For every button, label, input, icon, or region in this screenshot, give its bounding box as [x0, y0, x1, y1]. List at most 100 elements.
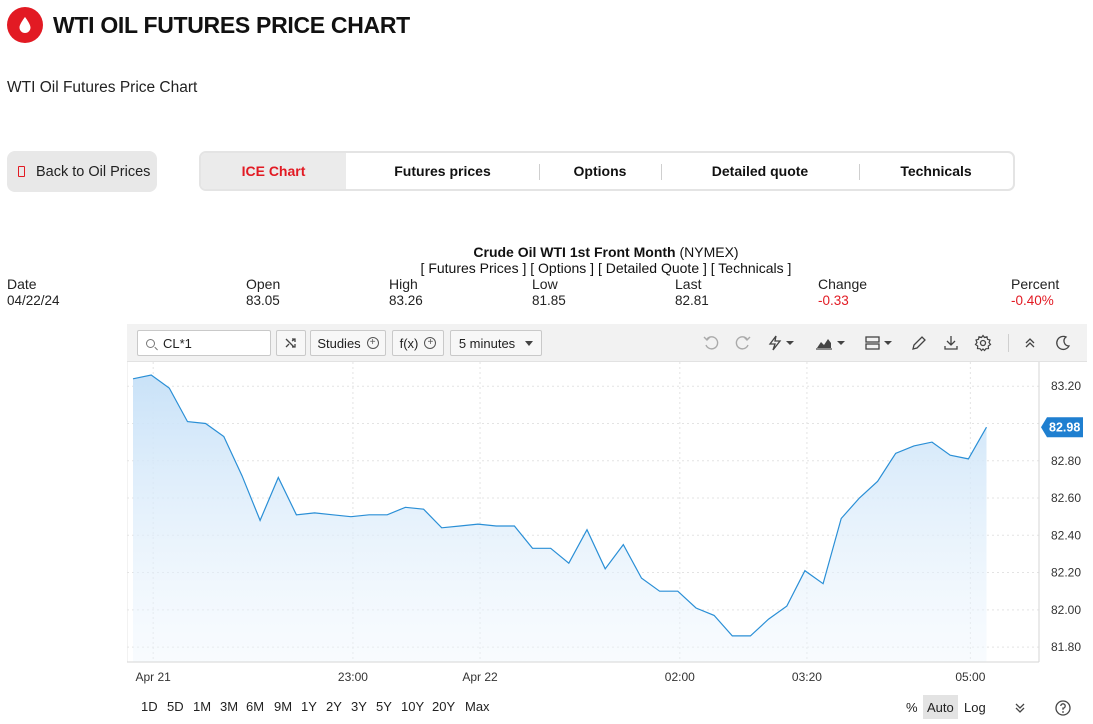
range-6m[interactable]: 6M	[246, 699, 265, 714]
stat-value: 04/22/24	[7, 293, 60, 308]
last-price-value: 82.98	[1049, 421, 1080, 435]
tab-futures-prices[interactable]: Futures prices	[346, 153, 539, 189]
quote-title: Crude Oil WTI 1st Front Month (NYMEX)	[0, 244, 1093, 260]
stat-value: 83.05	[246, 293, 280, 308]
instrument-exchange: (NYMEX)	[679, 244, 739, 260]
chevron-down-icon	[525, 340, 534, 346]
moon-icon[interactable]	[1054, 333, 1072, 353]
stat-value: 81.85	[532, 293, 566, 308]
gear-icon[interactable]	[974, 333, 992, 353]
price-area-fill	[133, 375, 987, 662]
stat-value: -0.40%	[1011, 293, 1054, 308]
range-5y[interactable]: 5Y	[376, 699, 392, 714]
tab-label: Technicals	[900, 163, 972, 179]
stat-high: High 83.26	[389, 276, 423, 308]
range-3y[interactable]: 3Y	[351, 699, 367, 714]
x-tick-label: 05:00	[955, 670, 985, 684]
last-price-badge-bg	[1041, 417, 1083, 438]
undo-icon[interactable]	[702, 333, 720, 353]
back-button-label: Back to Oil Prices	[36, 163, 151, 180]
redo-icon[interactable]	[734, 333, 752, 353]
x-tick-label: Apr 21	[135, 670, 171, 684]
y-tick-label: 82.40	[1051, 528, 1081, 542]
y-tick-label: 82.60	[1051, 491, 1081, 505]
chart-area-layer	[132, 374, 988, 662]
page-title: WTI OIL FUTURES PRICE CHART	[53, 11, 410, 38]
x-axis: Apr 21 23:00 Apr 22 02:00 03:20 05:00	[127, 661, 1039, 684]
scale-percent[interactable]: %	[906, 699, 918, 715]
y-tick-label: 81.80	[1051, 640, 1081, 654]
pencil-icon[interactable]	[910, 333, 928, 353]
range-1y[interactable]: 1Y	[301, 699, 317, 714]
plus-circle-icon: +	[366, 337, 379, 349]
tab-technicals[interactable]: Technicals	[859, 153, 1013, 189]
x-tick-label: 03:20	[792, 670, 822, 684]
lightning-icon[interactable]	[766, 333, 798, 353]
tab-ice-chart[interactable]: ICE Chart	[201, 153, 346, 189]
fx-button[interactable]: f(x) +	[392, 330, 444, 356]
tab-label: Futures prices	[394, 163, 491, 179]
x-tick-label: 23:00	[338, 670, 368, 684]
stat-open: Open 83.05	[246, 276, 280, 308]
y-tick-label: 82.00	[1051, 603, 1081, 617]
last-price-badge: 82.98	[1041, 417, 1083, 438]
range-5d[interactable]: 5D	[167, 699, 184, 714]
x-tick-label: Apr 22	[462, 670, 498, 684]
range-20y[interactable]: 20Y	[432, 699, 456, 714]
tab-label: Options	[573, 163, 627, 179]
compare-button[interactable]	[276, 330, 306, 356]
tab-label: ICE Chart	[241, 163, 306, 179]
help-icon[interactable]	[1054, 698, 1072, 718]
price-chart[interactable]: 83.2083.0082.8082.6082.4082.2082.0081.80…	[127, 362, 1087, 694]
x-tick-label: 02:00	[665, 670, 695, 684]
stat-label: Open	[246, 276, 281, 292]
instrument-name: Crude Oil WTI 1st Front Month	[473, 244, 676, 260]
chart-widget: CL*1 Studies + f(x) + 5 minutes	[127, 324, 1087, 724]
stat-date: Date 04/22/24	[7, 276, 60, 308]
symbol-value: CL*1	[163, 335, 192, 351]
studies-button[interactable]: Studies +	[310, 330, 386, 356]
plus-circle-icon: +	[424, 337, 437, 349]
y-tick-label: 82.80	[1051, 454, 1081, 468]
tab-options[interactable]: Options	[539, 153, 661, 189]
range-9m[interactable]: 9M	[274, 699, 293, 714]
tab-label: Detailed quote	[711, 163, 809, 179]
quote-links[interactable]: [ Futures Prices ] [ Options ] [ Detaile…	[420, 260, 792, 276]
interval-select[interactable]: 5 minutes	[450, 330, 542, 356]
range-bar: 1D 5D 1M 3M 6M 9M 1Y 2Y 3Y 5Y 10Y 20Y Max % Auto Log	[127, 694, 1087, 724]
collapse-icon[interactable]	[1022, 333, 1038, 353]
oil-drop-logo	[7, 7, 43, 43]
range-1d[interactable]: 1D	[141, 699, 158, 714]
symbol-search-input[interactable]: CL*1	[137, 330, 271, 356]
range-10y[interactable]: 10Y	[401, 699, 425, 714]
search-icon	[146, 338, 155, 348]
range-1m[interactable]: 1M	[193, 699, 212, 714]
stat-value: 83.26	[389, 293, 423, 308]
stat-last: Last 82.81	[675, 276, 709, 308]
back-to-oil-prices-button[interactable]: Back to Oil Prices	[7, 151, 157, 192]
scale-auto[interactable]: Auto	[923, 695, 958, 719]
stat-label: Low	[532, 276, 558, 292]
area-chart-icon[interactable]	[815, 333, 849, 353]
stat-label: High	[389, 276, 418, 292]
stat-label: Last	[675, 276, 702, 292]
stat-value: -0.33	[818, 293, 849, 308]
expand-down-icon[interactable]	[1012, 698, 1028, 718]
range-2y[interactable]: 2Y	[326, 699, 342, 714]
tab-detailed-quote[interactable]: Detailed quote	[661, 153, 859, 189]
stat-change: Change -0.33	[818, 276, 867, 308]
toolbar-divider	[1008, 334, 1009, 352]
studies-label: Studies	[317, 335, 361, 351]
download-icon[interactable]	[942, 333, 960, 353]
stat-percent: Percent -0.40%	[1011, 276, 1059, 308]
layout-icon[interactable]	[864, 333, 896, 353]
range-max[interactable]: Max	[465, 699, 490, 714]
scale-log[interactable]: Log	[964, 699, 986, 715]
y-tick-label: 82.20	[1051, 566, 1081, 580]
back-icon	[18, 166, 25, 177]
range-3m[interactable]: 3M	[220, 699, 239, 714]
stat-label: Date	[7, 276, 37, 292]
stat-label: Change	[818, 276, 868, 292]
chart-toolbar: CL*1 Studies + f(x) + 5 minutes	[127, 324, 1087, 362]
